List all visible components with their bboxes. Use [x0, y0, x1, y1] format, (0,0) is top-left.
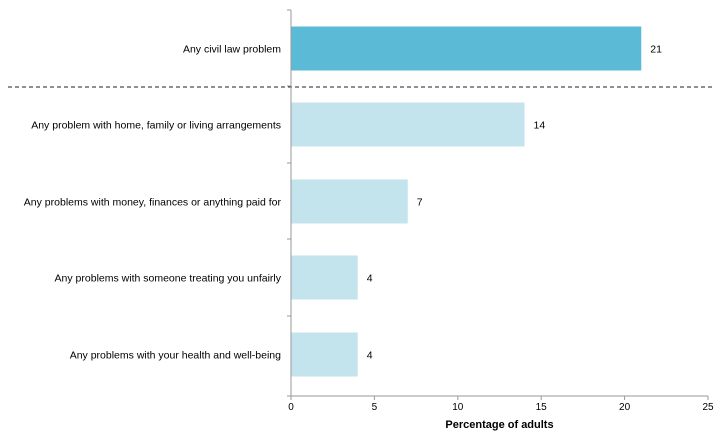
category-label-5: Any problems with your health and well-b…: [70, 350, 281, 362]
x-tick-label-0: 0: [288, 402, 294, 413]
x-tick-label-10: 10: [452, 402, 464, 413]
data-label-1: 21: [650, 44, 662, 56]
category-label-3: Any problems with money, finances or any…: [24, 197, 282, 209]
x-tick-label-20: 20: [619, 402, 631, 413]
axis-layer: 0 5 10 15 20 25: [8, 9, 714, 413]
bar-4: [291, 255, 358, 300]
bars-layer: Any civil law problem 21 Any problem with …: [24, 26, 662, 377]
bar-5: [291, 332, 358, 377]
category-label-4: Any problems with someone treating you u…: [55, 273, 282, 285]
bar-3: [291, 179, 408, 224]
x-tick-label-5: 5: [372, 402, 378, 413]
x-tick-label-15: 15: [536, 402, 548, 413]
category-label-1: Any civil law problem: [183, 44, 281, 56]
data-label-4: 4: [367, 273, 373, 285]
data-label-2: 14: [534, 120, 546, 132]
data-label-5: 4: [367, 350, 373, 362]
category-label-2: Any problem with home, family or living …: [31, 120, 281, 132]
data-label-3: 7: [417, 197, 423, 209]
x-tick-label-25: 25: [702, 402, 714, 413]
x-axis-title: Percentage of adults: [445, 419, 553, 431]
bar-2: [291, 102, 525, 147]
bar-1: [291, 26, 642, 71]
